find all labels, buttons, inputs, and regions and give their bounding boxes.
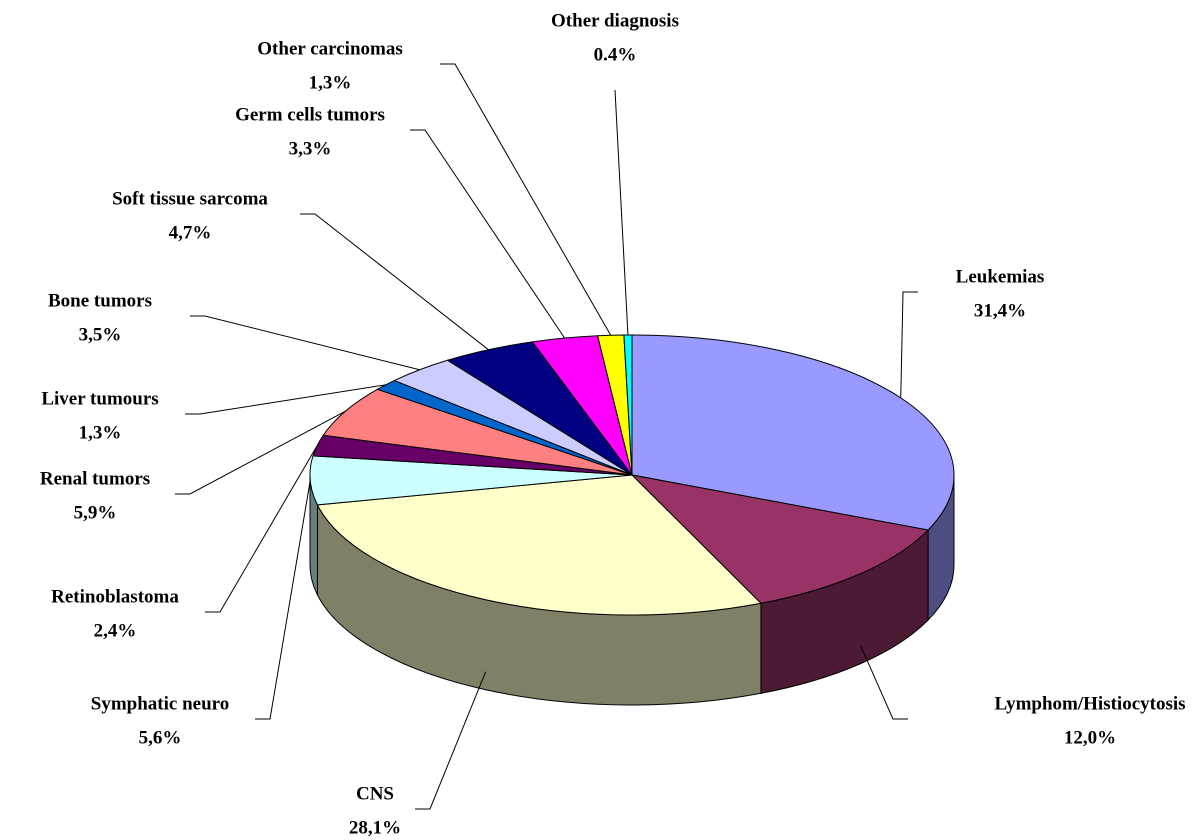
leader-line [190,315,420,371]
value-label: 4,7% [169,222,212,243]
value-label: 3,3% [289,138,332,159]
category-label: Other carcinomas [257,38,402,59]
category-label: Other diagnosis [551,10,679,31]
leader-line [255,480,311,720]
leader-line [860,645,908,720]
category-label: Renal tumors [40,468,150,489]
slice [631,334,955,531]
value-label: 5,9% [74,502,117,523]
category-label: Soft tissue sarcoma [112,188,268,209]
value-label: 2,4% [94,620,137,641]
value-label: 0.4% [594,44,637,65]
leader-line [440,63,612,336]
leader-line [415,671,487,810]
value-label: 1,3% [309,72,352,93]
category-label: CNS [356,783,394,804]
category-label: Lymphom/Histiocytosis [994,693,1185,714]
value-label: 1,3% [79,422,122,443]
slice [630,474,930,604]
category-label: Bone tumors [48,290,152,311]
leader-line [614,89,629,336]
leader-line [185,384,386,415]
value-label: 31,4% [974,300,1026,321]
value-label: 3,5% [79,324,122,345]
leader-line [300,213,489,351]
category-label: Leukemias [956,266,1045,287]
leader-line [175,410,346,495]
leader-line [900,291,918,398]
leader-line [205,445,318,613]
value-label: 12,0% [1064,727,1116,748]
category-label: Retinoblastoma [51,586,179,607]
category-label: Symphatic neuro [91,693,229,714]
leader-line [410,129,566,339]
category-label: Liver tumours [41,388,158,409]
value-label: 28,1% [349,817,401,838]
slice [316,474,762,616]
category-label: Germ cells tumors [235,104,385,125]
value-label: 5,6% [139,727,182,748]
